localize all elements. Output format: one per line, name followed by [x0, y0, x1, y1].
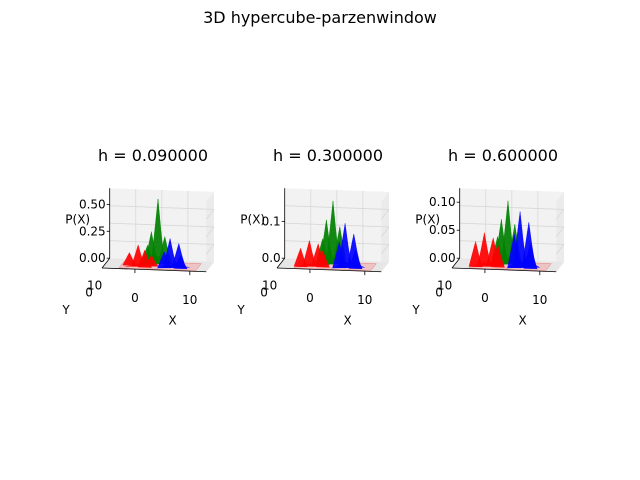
y-tick-label: 0	[260, 286, 268, 300]
x-tick-label: 0	[306, 291, 314, 305]
x-axis-label: X	[343, 313, 351, 327]
x-axis-line	[101, 267, 207, 273]
z-tick-label: 0.05	[429, 223, 456, 237]
grid-line	[380, 226, 390, 237]
series-3	[331, 223, 366, 270]
subplot-title: h = 0.600000	[448, 146, 558, 165]
surface-base	[156, 264, 191, 269]
z-tick-label: 0.00	[79, 251, 106, 265]
surface-base	[506, 261, 541, 269]
surface-base	[295, 263, 330, 267]
x-tick-label: 10	[532, 293, 547, 307]
surface-base	[123, 263, 158, 267]
z-tick-label: 0.10	[429, 195, 456, 209]
y-tick-label: 10	[262, 279, 277, 293]
grid-line	[555, 226, 565, 237]
x-tick-label: 10	[182, 293, 197, 307]
grid-line	[109, 222, 214, 228]
grid-line	[555, 209, 565, 220]
surface-peak	[490, 243, 505, 268]
grid-line	[555, 244, 565, 255]
x-axis-label: X	[518, 313, 526, 327]
grid-line	[284, 222, 389, 228]
z-axis-label: P(X)	[415, 213, 440, 227]
y-tick-label: 0	[435, 286, 443, 300]
series-1	[293, 240, 330, 268]
z-tick-label: 0.50	[79, 197, 106, 211]
y-tick-label: 10	[87, 279, 102, 293]
x-tick-label: 10	[357, 293, 372, 307]
y-axis-label: Y	[411, 303, 420, 317]
series-1	[122, 244, 159, 268]
z-tick-label: 0.25	[79, 224, 106, 238]
y-axis-line	[451, 257, 461, 269]
surface-base	[331, 262, 366, 269]
grid-line	[380, 244, 390, 255]
figure-title: 3D hypercube-parzenwindow	[203, 8, 437, 27]
y-tick-label: 10	[437, 279, 452, 293]
series-1	[468, 232, 505, 268]
grid-line	[459, 205, 564, 210]
grid-line	[205, 209, 215, 220]
series-3	[506, 211, 541, 270]
x-axis-line	[276, 267, 382, 273]
x-axis-label: X	[168, 313, 176, 327]
subplot-title: h = 0.090000	[98, 146, 208, 165]
surface-peak	[315, 249, 330, 268]
surface-peak	[137, 249, 152, 268]
surface-peak	[293, 247, 308, 268]
z-tick-label: 0.00	[429, 251, 456, 265]
x-tick-label: 0	[481, 291, 489, 305]
grid-line	[205, 226, 215, 237]
y-axis-label: Y	[236, 303, 245, 317]
subplot-title: h = 0.300000	[273, 146, 383, 165]
y-axis-line	[101, 257, 111, 269]
z-tick-label: 0.0	[262, 251, 281, 265]
z-tick-label: 0.1	[262, 214, 281, 228]
x-tick-label: 0	[131, 291, 139, 305]
grid-line	[380, 209, 390, 220]
x-axis-line	[451, 267, 557, 273]
grid-line	[205, 244, 215, 255]
y-axis-line	[276, 257, 286, 269]
grid-line	[459, 222, 564, 228]
z-axis-label: P(X)	[65, 213, 90, 227]
surface-base	[470, 262, 505, 267]
grid-line	[284, 205, 389, 210]
y-tick-label: 0	[85, 286, 93, 300]
z-axis-label: P(X)	[240, 213, 265, 227]
y-axis-label: Y	[61, 303, 70, 317]
series-3	[156, 238, 191, 270]
surface-peak	[468, 241, 483, 268]
grid-line	[109, 205, 214, 210]
